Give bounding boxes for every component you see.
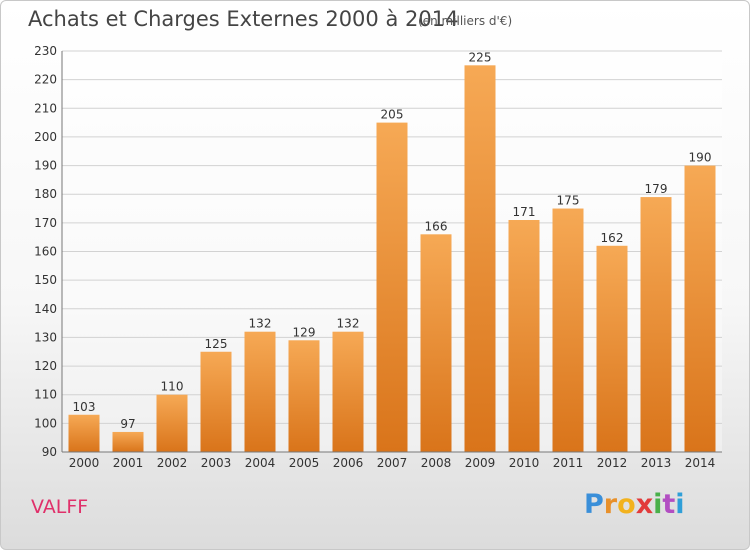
y-tick-label: 140 <box>34 302 57 316</box>
commune-name: VALFF <box>31 496 89 518</box>
data-label: 205 <box>381 108 404 122</box>
bar <box>420 234 452 452</box>
data-label: 179 <box>645 182 668 196</box>
x-tick-label: 2013 <box>641 456 672 470</box>
data-label: 132 <box>249 317 272 331</box>
bar <box>244 331 276 452</box>
chart-subtitle: (en milliers d'€) <box>418 14 513 28</box>
y-tick-label: 200 <box>34 130 57 144</box>
x-tick-label: 2012 <box>597 456 628 470</box>
y-tick-label: 150 <box>34 273 57 287</box>
data-label: 129 <box>293 325 316 339</box>
x-tick-label: 2014 <box>685 456 716 470</box>
data-label: 190 <box>689 151 712 165</box>
data-label: 110 <box>161 380 184 394</box>
x-tick-label: 2009 <box>465 456 496 470</box>
bar <box>640 197 672 452</box>
bar <box>552 208 584 452</box>
y-tick-label: 120 <box>34 359 57 373</box>
bar <box>332 331 364 452</box>
bar <box>112 431 144 452</box>
data-label: 175 <box>557 194 580 208</box>
bar <box>156 394 188 452</box>
data-label: 125 <box>205 337 228 351</box>
x-tick-label: 2002 <box>157 456 188 470</box>
data-label: 132 <box>337 317 360 331</box>
x-tick-label: 2003 <box>201 456 232 470</box>
x-tick-label: 2004 <box>245 456 276 470</box>
y-tick-label: 130 <box>34 330 57 344</box>
data-label: 103 <box>73 400 96 414</box>
x-tick-label: 2011 <box>553 456 584 470</box>
data-label: 162 <box>601 231 624 245</box>
y-tick-label: 100 <box>34 416 57 430</box>
bar <box>288 340 320 452</box>
data-label: 171 <box>513 205 536 219</box>
y-tick-label: 90 <box>42 445 57 459</box>
bar <box>200 351 232 452</box>
x-tick-label: 2001 <box>113 456 144 470</box>
bar <box>596 245 628 452</box>
x-tick-label: 2000 <box>69 456 100 470</box>
data-label: 97 <box>120 417 135 431</box>
x-tick-label: 2008 <box>421 456 452 470</box>
y-tick-label: 210 <box>34 101 57 115</box>
y-tick-label: 220 <box>34 73 57 87</box>
y-tick-label: 190 <box>34 159 57 173</box>
chart-title: Achats et Charges Externes 2000 à 2014 <box>28 7 459 31</box>
data-label: 166 <box>425 219 448 233</box>
y-tick-label: 160 <box>34 245 57 259</box>
bar <box>376 122 408 452</box>
y-tick-label: 180 <box>34 187 57 201</box>
y-tick-label: 170 <box>34 216 57 230</box>
x-tick-label: 2007 <box>377 456 408 470</box>
data-label: 225 <box>469 50 492 64</box>
x-tick-label: 2010 <box>509 456 540 470</box>
x-tick-label: 2005 <box>289 456 320 470</box>
bar <box>684 165 716 453</box>
bar <box>68 414 100 452</box>
y-tick-label: 230 <box>34 44 57 58</box>
proxiti-logo: Proxiti <box>584 489 685 520</box>
y-tick-label: 110 <box>34 388 57 402</box>
bar <box>508 219 540 452</box>
x-tick-label: 2006 <box>333 456 364 470</box>
bar <box>464 65 496 453</box>
